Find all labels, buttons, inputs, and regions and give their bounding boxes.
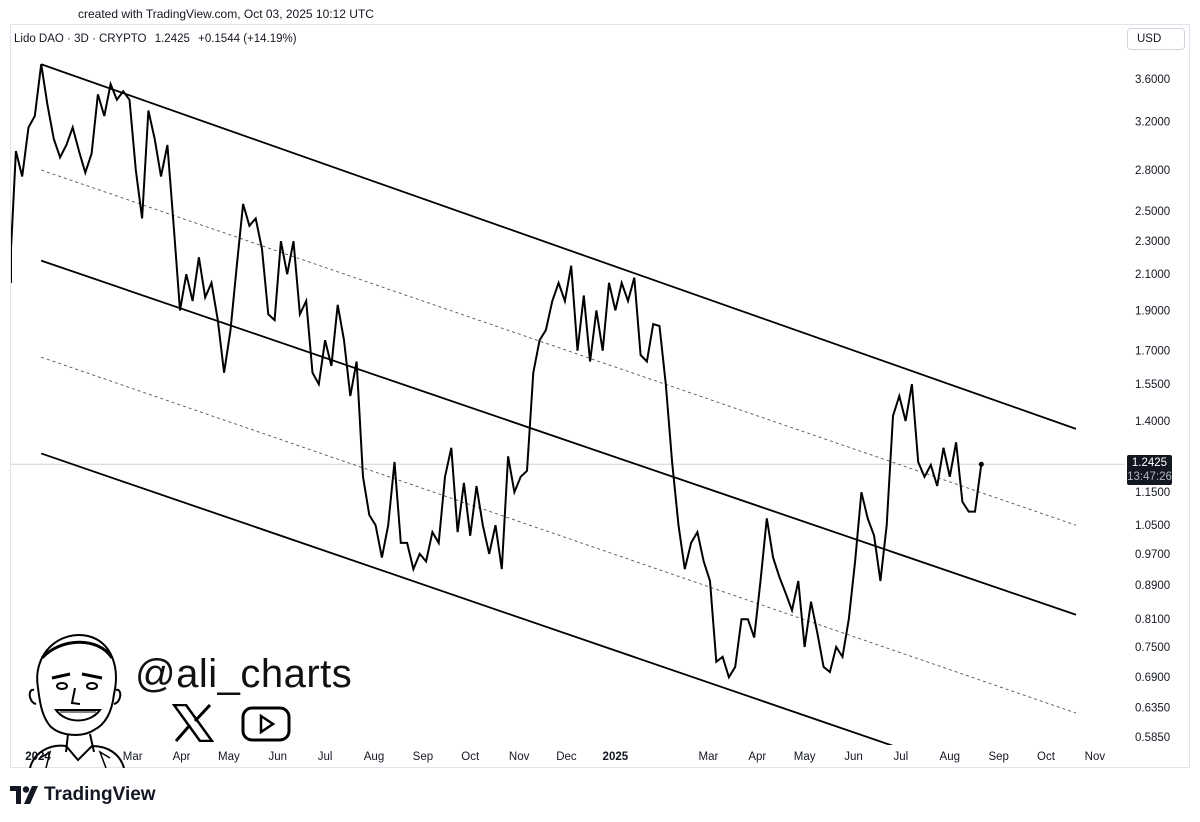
x-tick-label: Apr bbox=[748, 751, 766, 763]
x-tick-label: 2025 bbox=[603, 751, 629, 763]
tradingview-logo-icon bbox=[10, 786, 38, 804]
tradingview-name: TradingView bbox=[44, 784, 156, 805]
y-tick-label: 0.5850 bbox=[1135, 732, 1170, 744]
created-with-text: created with TradingView.com, Oct 03, 20… bbox=[78, 7, 374, 21]
y-tick-label: 2.1000 bbox=[1135, 269, 1170, 281]
x-tick-label: Oct bbox=[461, 751, 480, 763]
symbol-name[interactable]: Lido DAO · 3D · CRYPTO bbox=[14, 33, 147, 45]
channel-line-lower-mid bbox=[41, 356, 1077, 714]
price-line bbox=[11, 64, 983, 680]
symbol-info: Lido DAO · 3D · CRYPTO 1.2425 +0.1544 (+… bbox=[14, 33, 302, 45]
y-tick-label: 1.7000 bbox=[1135, 346, 1170, 358]
last-price-dot bbox=[978, 461, 984, 467]
bar-countdown: 13:47:26 bbox=[1127, 471, 1172, 483]
x-tick-label: Mar bbox=[123, 751, 143, 763]
x-tick-label: Aug bbox=[364, 751, 384, 763]
channel-line-lower bbox=[40, 452, 894, 745]
parallel-channel bbox=[40, 63, 1077, 745]
x-tick-label: Nov bbox=[509, 751, 530, 763]
x-tick-label: Dec bbox=[556, 751, 577, 763]
x-tick-label: Nov bbox=[1085, 751, 1106, 763]
y-tick-label: 0.8900 bbox=[1135, 580, 1170, 592]
x-tick-label: Jul bbox=[894, 751, 909, 763]
y-tick-label: 1.9000 bbox=[1135, 305, 1170, 317]
x-tick-label: Sep bbox=[413, 751, 433, 763]
x-logo-icon bbox=[172, 704, 214, 742]
y-tick-label: 1.5500 bbox=[1135, 379, 1170, 391]
x-tick-label: Apr bbox=[173, 751, 191, 763]
y-tick-label: 0.7500 bbox=[1135, 642, 1170, 654]
x-tick-label: Oct bbox=[1037, 751, 1056, 763]
y-tick-label: 2.5000 bbox=[1135, 206, 1170, 218]
y-tick-label: 1.0500 bbox=[1135, 520, 1170, 532]
y-tick-label: 1.1500 bbox=[1135, 487, 1170, 499]
x-tick-label: Sep bbox=[988, 751, 1008, 763]
watermark-handle: @ali_charts bbox=[135, 652, 353, 696]
y-tick-label: 3.6000 bbox=[1135, 74, 1170, 86]
y-axis: 3.6000 3.2000 2.8000 2.5000 2.3000 2.1000 1.90… bbox=[1135, 74, 1170, 744]
x-tick-label: May bbox=[218, 751, 240, 763]
last-price-value: 1.2425 bbox=[1131, 457, 1168, 469]
y-tick-label: 2.3000 bbox=[1135, 236, 1170, 248]
y-tick-label: 2.8000 bbox=[1135, 165, 1170, 177]
y-tick-label: 3.2000 bbox=[1135, 117, 1170, 129]
channel-line-upper-mid bbox=[41, 169, 1077, 526]
avatar-caricature-icon bbox=[28, 634, 125, 768]
y-tick-label: 0.6900 bbox=[1135, 672, 1170, 684]
y-tick-label: 1.4000 bbox=[1135, 416, 1170, 428]
y-tick-label: 0.9700 bbox=[1135, 549, 1170, 561]
last-price-tag: 1.2425 13:47:26 bbox=[1127, 455, 1172, 485]
symbol-price: 1.2425 bbox=[154, 33, 190, 45]
x-tick-label: May bbox=[794, 751, 816, 763]
x-tick-label: Jul bbox=[318, 751, 333, 763]
x-axis: 2024 Mar Apr May Jun Jul Aug Sep Oct Nov Dec 2025 Ma… bbox=[25, 751, 1105, 763]
tradingview-branding[interactable]: TradingView bbox=[10, 784, 156, 806]
chart-frame bbox=[10, 24, 1190, 768]
y-tick-label: 0.8100 bbox=[1135, 614, 1170, 626]
channel-line-middle bbox=[40, 259, 1077, 616]
x-tick-label: Jun bbox=[844, 751, 863, 763]
currency-button[interactable]: USD bbox=[1127, 28, 1185, 50]
x-tick-label: Jun bbox=[269, 751, 288, 763]
y-tick-label: 0.6350 bbox=[1135, 702, 1170, 714]
x-tick-label: 2024 bbox=[25, 751, 51, 763]
x-tick-label: Mar bbox=[699, 751, 719, 763]
x-tick-label: Aug bbox=[940, 751, 960, 763]
symbol-change: +0.1544 (+14.19%) bbox=[198, 33, 297, 45]
channel-line-upper bbox=[40, 63, 1077, 430]
youtube-logo-icon bbox=[241, 706, 291, 742]
